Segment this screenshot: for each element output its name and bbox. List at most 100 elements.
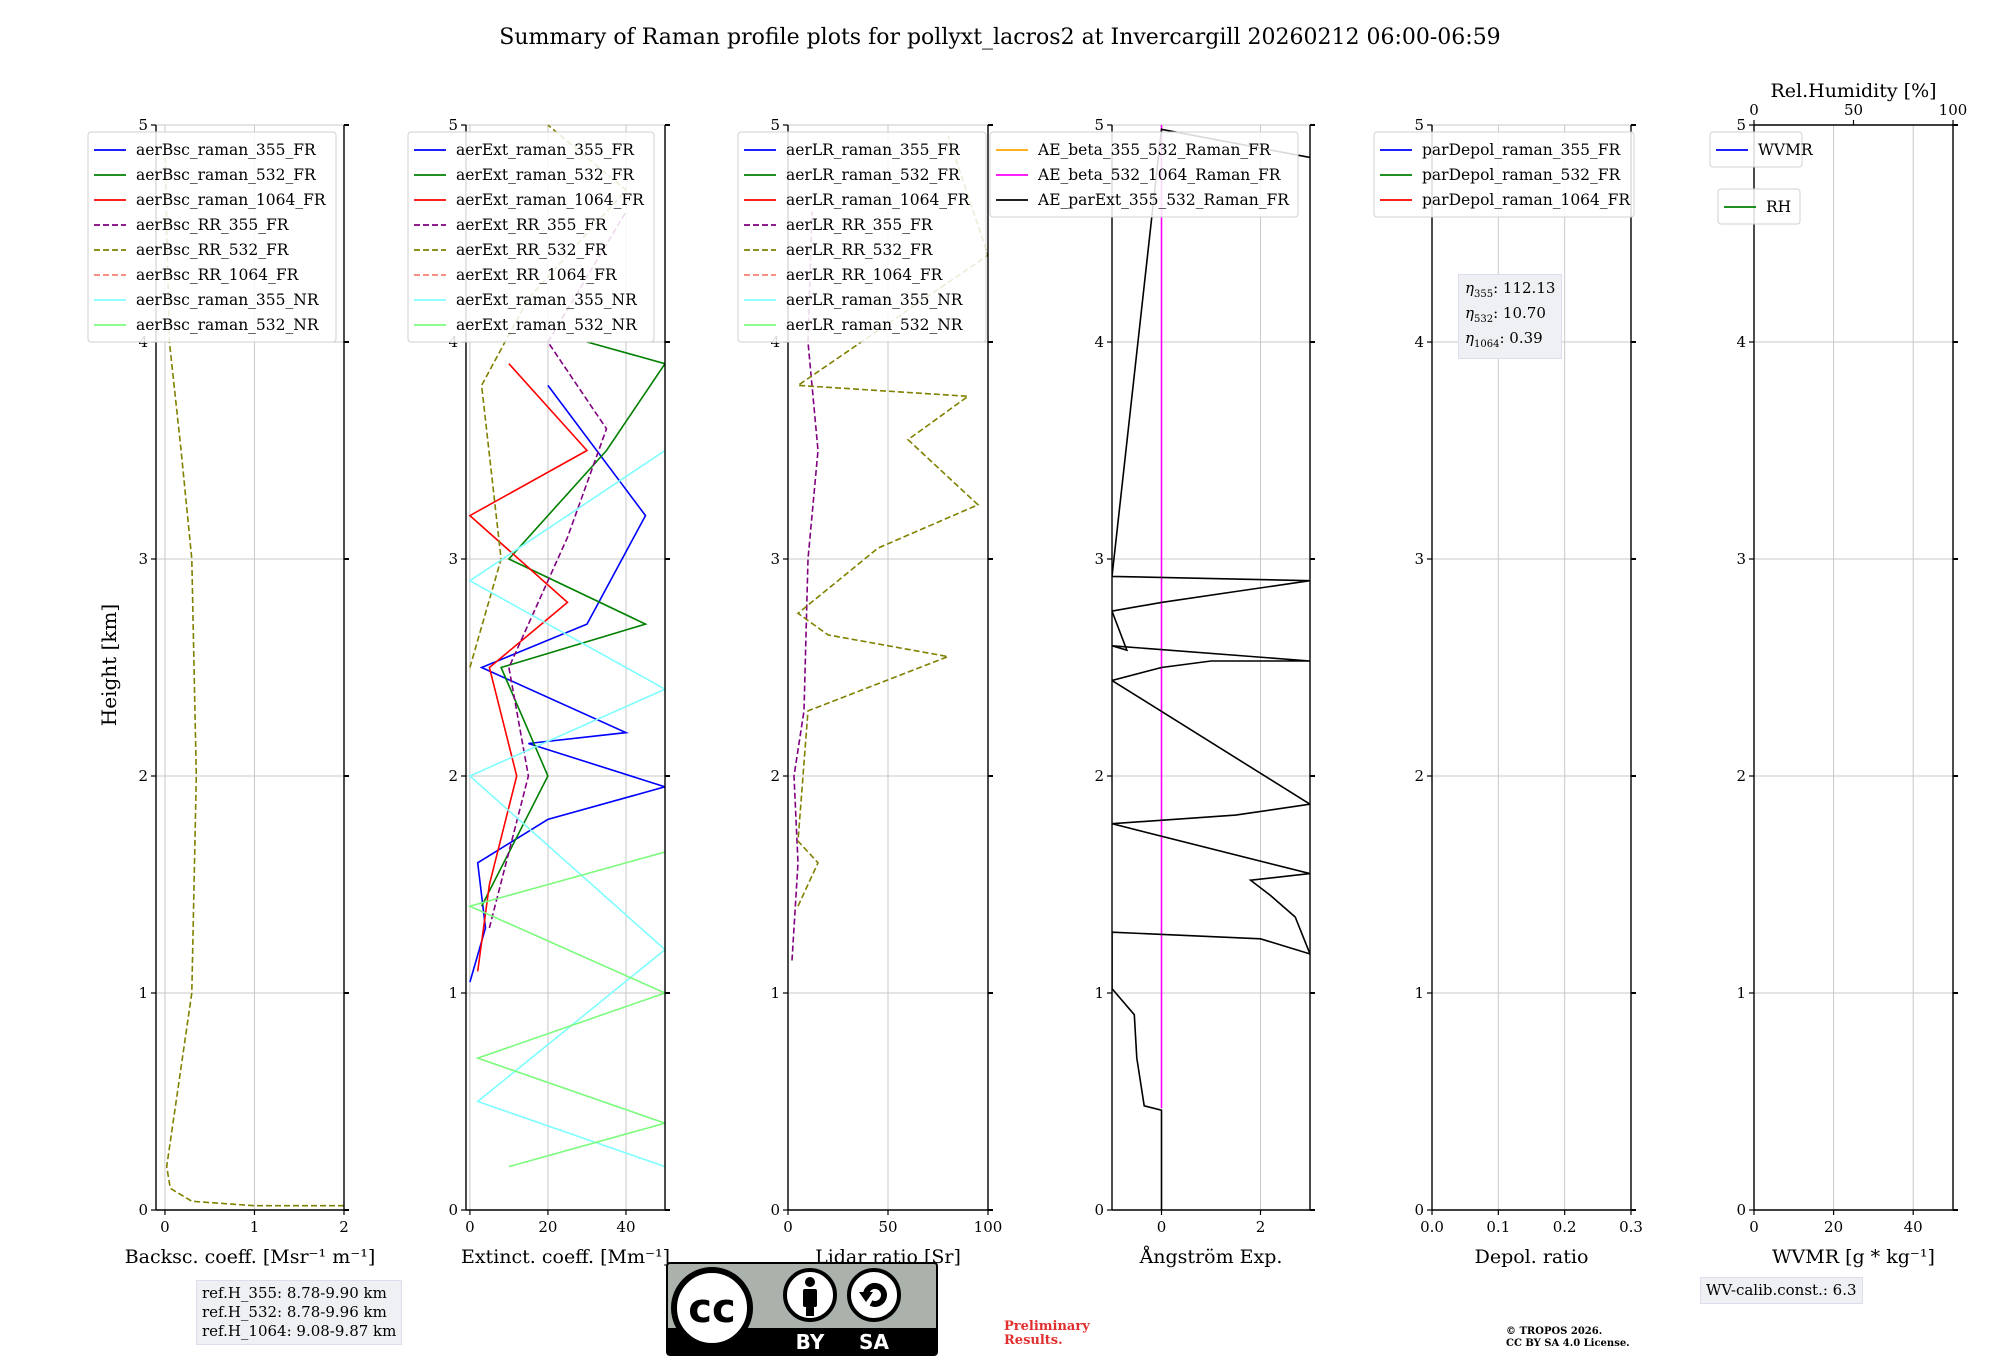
series-aerExt_raman_355_FR (469, 384, 665, 983)
panel-ae: 0 1 2 3 4 5 0 2 Ångström Exp. AE_beta_355_532_Ram… (989, 116, 1315, 1268)
x-tick-label: 0.2 (1553, 1218, 1577, 1236)
series-AE_parExt_355_532_Raman_FR (1112, 128, 1310, 1210)
x-tick-label: 20 (538, 1218, 557, 1236)
legend: aerLR_raman_355_FR aerLR_raman_532_FR aerL… (737, 131, 987, 343)
y-tick-label: 4 (1414, 333, 1424, 351)
y-tick-label: 2 (1736, 767, 1746, 785)
series-group (164, 146, 344, 1207)
copyright-note: © TROPOS 2026. CC BY SA 4.0 License. (1506, 1326, 1630, 1349)
chart-title: Summary of Raman profile plots for polly… (499, 25, 1500, 50)
y-tick-label: 0 (770, 1201, 780, 1219)
series-aerExt_raman_1064_FR (468, 363, 589, 972)
legend-entry: AE_parExt_355_532_Raman_FR (1037, 191, 1290, 209)
legend-frame (1709, 131, 1803, 168)
legend-entry: aerExt_RR_355_FR (456, 216, 608, 234)
ref-h-355: ref.H_355: 8.78-9.90 km (202, 1284, 387, 1302)
y-tick-label: 2 (1094, 767, 1104, 785)
x-tick-label: 100 (974, 1218, 1003, 1236)
reference-height-box: ref.H_355: 8.78-9.90 km ref.H_532: 8.78-… (196, 1280, 403, 1345)
x-tick-label: 2 (1256, 1218, 1266, 1236)
y-tick-label: 0 (1414, 1201, 1424, 1219)
eta-1064: η1064: 0.39 (1465, 329, 1543, 350)
legend-entry: aerBsc_raman_1064_FR (136, 191, 327, 209)
legend-entry: parDepol_raman_1064_FR (1422, 191, 1631, 209)
legend-entry: aerBsc_raman_355_FR (136, 141, 317, 159)
y-tick-label: 0 (1094, 1201, 1104, 1219)
sa-share-icon (847, 1268, 901, 1322)
y-tick-label: 1 (1414, 984, 1424, 1002)
y-tick-label: 5 (1094, 116, 1104, 134)
panel-bsc: 012345012Backsc. coeff. [Msr⁻¹ m⁻¹]aerBs… (87, 116, 375, 1268)
cc-by-sa-logo: cc BY SA (666, 1262, 938, 1356)
legend-entry: aerExt_raman_532_FR (456, 166, 635, 184)
y-tick-label: 2 (770, 767, 780, 785)
legend-entry: aerBsc_RR_532_FR (136, 241, 290, 259)
x-tick-label: 1 (250, 1218, 260, 1236)
legend-entry: aerExt_raman_355_NR (456, 291, 638, 309)
y-tick-label: 1 (1736, 984, 1746, 1002)
y-tick-label: 3 (1094, 550, 1104, 568)
x-tick-label: 50 (878, 1218, 897, 1236)
legend-frame (989, 131, 1299, 218)
eta-355: η355: 112.13 (1465, 279, 1556, 300)
legend: parDepol_raman_355_FR parDepol_raman_532_… (1373, 131, 1635, 218)
x-tick-label: 0 (1749, 1218, 1759, 1236)
x-tick-label: 0 (1157, 1218, 1167, 1236)
x-axis-label: Depol. ratio (1475, 1246, 1589, 1268)
legend-frame (87, 131, 337, 343)
series-aerExt_RR_355_FR (488, 211, 627, 929)
legend-entry: parDepol_raman_532_FR (1422, 166, 1622, 184)
y-tick-label: 3 (1414, 550, 1424, 568)
y-tick-label: 5 (448, 116, 458, 134)
y-tick-label: 1 (770, 984, 780, 1002)
y-tick-label: 5 (138, 116, 148, 134)
legend-entry: WVMR (1758, 141, 1814, 159)
series-aerExt_raman_532_FR (480, 341, 665, 907)
top-tick-label: 50 (1844, 101, 1863, 119)
legend-entry: aerBsc_raman_355_NR (136, 291, 320, 309)
top-tick-label: 0 (1749, 101, 1759, 119)
x-tick-label: 0.1 (1486, 1218, 1510, 1236)
series-group (791, 135, 988, 961)
series-aerExt_raman_355_NR (468, 449, 665, 1168)
legend-rh: RH (1717, 188, 1801, 225)
legend-entry: aerBsc_RR_355_FR (136, 216, 290, 234)
y-tick-label: 4 (1736, 333, 1746, 351)
x-tick-label: 0.0 (1420, 1218, 1444, 1236)
y-axis-label: Height [km] (97, 604, 121, 726)
panel-ext: 01234502040Extinct. coeff. [Mm⁻¹]aerExt_… (407, 116, 670, 1268)
series-group (1112, 125, 1310, 1210)
y-tick-label: 3 (770, 550, 780, 568)
x-tick-label: 0 (160, 1218, 170, 1236)
y-tick-label: 0 (448, 1201, 458, 1219)
legend: WVMR (1709, 131, 1814, 168)
x-tick-label: 0 (783, 1218, 793, 1236)
legend: aerBsc_raman_355_FR aerBsc_raman_532_FRae… (87, 131, 337, 343)
y-tick-label: 3 (448, 550, 458, 568)
y-tick-label: 2 (1414, 767, 1424, 785)
ref-h-1064: ref.H_1064: 9.08-9.87 km (202, 1322, 397, 1340)
legend-entry: aerExt_raman_355_FR (456, 141, 635, 159)
x-tick-label: 0.3 (1619, 1218, 1643, 1236)
series-aerLR_RR_532_FR (795, 135, 988, 907)
legend-entry: aerLR_raman_1064_FR (786, 191, 971, 209)
series-aerExt_raman_532_NR (467, 851, 665, 1168)
y-tick-label: 5 (1414, 116, 1424, 134)
y-tick-label: 4 (1094, 333, 1104, 351)
top-tick-label: 100 (1939, 101, 1968, 119)
legend-entry: aerLR_raman_355_NR (786, 291, 964, 309)
ref-h-532: ref.H_532: 8.78-9.96 km (202, 1303, 387, 1321)
legend-entry: aerBsc_raman_532_NR (136, 316, 320, 334)
y-tick-label: 1 (138, 984, 148, 1002)
legend-entry: AE_beta_532_1064_Raman_FR (1037, 166, 1282, 184)
legend-entry: aerBsc_raman_532_FR (136, 166, 317, 184)
series-aerBsc_RR_532_FR (164, 146, 344, 1207)
legend-entry: aerBsc_RR_1064_FR (136, 266, 300, 284)
wv-calib-box: WV-calib.const.: 6.3 (1700, 1277, 1863, 1304)
legend-frame (1373, 131, 1635, 218)
eta-532: η532: 10.70 (1465, 304, 1546, 325)
legend: aerExt_raman_355_FR aerExt_raman_532_FRae… (407, 131, 655, 343)
panel-lr: 012345050100Lidar ratio [Sr]aerLR_raman_… (737, 116, 1003, 1268)
